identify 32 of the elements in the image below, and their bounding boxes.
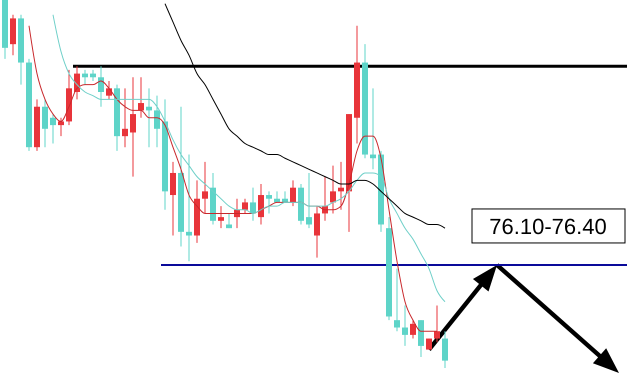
- candlestick: [242, 198, 248, 214]
- candlestick: [90, 69, 96, 82]
- candlestick: [82, 69, 88, 86]
- candlestick: [202, 161, 208, 214]
- candlestick: [290, 180, 296, 207]
- candlestick: [394, 268, 400, 332]
- text: 76.10-76.40: [489, 214, 607, 239]
- candlestick: [370, 88, 376, 170]
- candlestick: [434, 304, 440, 343]
- candlestick: [410, 320, 416, 340]
- candlestick: [306, 172, 312, 229]
- candlestick: [218, 206, 224, 229]
- candlestick: [170, 161, 176, 236]
- candlestick: [138, 76, 144, 118]
- candlestick: [402, 304, 408, 346]
- candlestick: [154, 95, 160, 148]
- candlestick: [250, 187, 256, 222]
- candlestick: [442, 330, 448, 368]
- candlestick: [42, 98, 48, 148]
- candlestick: [58, 117, 64, 137]
- candlestick: [266, 190, 272, 214]
- candlestick: [98, 66, 104, 108]
- candlestick: [186, 154, 192, 262]
- candlestick: [122, 88, 128, 148]
- candlestick: [130, 76, 136, 178]
- candlestick: [226, 212, 232, 229]
- candlestick: [330, 165, 336, 214]
- candlestick: [146, 88, 152, 148]
- candlestick: [258, 184, 264, 225]
- candlestick: [338, 161, 344, 210]
- candlestick: [314, 206, 320, 258]
- candlestick: [50, 114, 56, 144]
